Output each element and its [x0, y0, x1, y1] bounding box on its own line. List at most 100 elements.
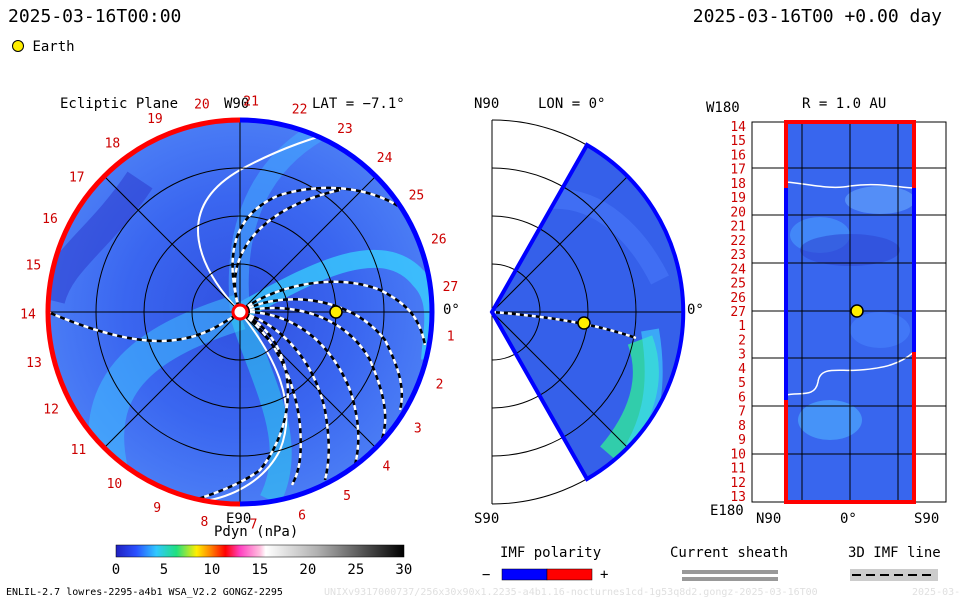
carrington-label: 5	[343, 489, 351, 504]
ecliptic-bottom-label: E90	[226, 511, 252, 527]
carrington-label: 4	[382, 459, 390, 474]
earth-marker-icon	[12, 40, 24, 52]
meridional-lon-label: LON = 0°	[538, 96, 606, 112]
shell-row-label: 22	[730, 234, 746, 249]
shell-row-label: 27	[730, 305, 746, 320]
meridional-top-label: N90	[474, 96, 500, 112]
colorbar	[115, 544, 405, 558]
shell-row-label: 12	[730, 476, 746, 491]
carrington-label: 26	[431, 232, 447, 247]
shell-row-label: 3	[738, 348, 746, 363]
imf-negative-swatch	[501, 568, 548, 581]
meridional-earth-marker-icon	[577, 316, 591, 330]
earth-legend: Earth	[12, 39, 75, 55]
ecliptic-earth-marker-icon	[329, 305, 343, 319]
shell-row-label: 2	[738, 334, 746, 349]
ecliptic-rim-positive	[45, 117, 241, 507]
shell-row-label: 1	[738, 319, 746, 334]
ecliptic-title: Ecliptic Plane	[60, 96, 179, 112]
ecliptic-top-label: W90	[224, 96, 250, 112]
shell-row-label: 6	[738, 390, 746, 405]
shell-row-label: 15	[730, 134, 746, 149]
carrington-label: 2	[436, 377, 444, 392]
shell-row-label: 11	[730, 462, 746, 477]
shell-row-label: 20	[730, 205, 746, 220]
shell-row-label: 19	[730, 191, 746, 206]
imf-line-legend	[850, 569, 938, 581]
carrington-label: 23	[337, 122, 353, 137]
current-sheath-legend	[682, 570, 778, 581]
shell-row-label: 21	[730, 220, 746, 235]
ecliptic-right-label: 0°	[443, 302, 460, 318]
shell-radius-label: R = 1.0 AU	[802, 96, 887, 112]
shell-row-label: 18	[730, 177, 746, 192]
imf-polarity-title: IMF polarity	[500, 545, 602, 561]
model-info: ENLIL-2.7 lowres-2295-a4b1 WSA_V2.2 GONG…	[6, 587, 283, 598]
carrington-label: 24	[377, 151, 393, 166]
shell-row-label: 14	[730, 120, 746, 135]
carrington-label: 12	[43, 402, 59, 417]
carrington-label: 13	[26, 356, 42, 371]
imf-polarity-legend	[501, 568, 593, 581]
current-sheath-title: Current sheath	[670, 545, 789, 561]
ecliptic-lat-label: LAT = −7.1°	[312, 96, 405, 112]
carrington-label: 16	[42, 212, 58, 227]
shell-row-labels: 1415161718192021222324252627123456789101…	[730, 120, 746, 505]
colorbar-tick-label: 30	[395, 562, 413, 578]
carrington-label: 8	[200, 515, 208, 530]
shell-row-label: 10	[730, 447, 746, 462]
shell-row-label: 13	[730, 490, 746, 505]
colorbar-tick-label: 0	[111, 562, 121, 578]
shell-axis-left: N90	[756, 511, 782, 527]
colorbar-tick-label: 20	[299, 562, 317, 578]
carrington-label: 25	[409, 188, 425, 203]
shell-earth-marker-icon	[850, 304, 864, 318]
shell-axis-mid: 0°	[840, 511, 857, 527]
run-info: UNIXv9317000737/256x30x90x1.2235-a4b1.16…	[324, 587, 818, 598]
carrington-label: 14	[20, 307, 36, 322]
imf-minus-label: −	[482, 567, 491, 583]
carrington-label: 3	[414, 422, 422, 437]
shell-row-label: 17	[730, 163, 746, 178]
carrington-label: 20	[194, 97, 210, 112]
shell-top-left-label: W180	[706, 100, 740, 116]
carrington-label: 19	[147, 112, 163, 127]
shell-row-label: 8	[738, 419, 746, 434]
run-date-stub: 2025-03-17	[912, 587, 960, 598]
carrington-label: 21	[243, 94, 259, 109]
imf-plus-label: +	[600, 567, 609, 583]
carrington-label: 15	[26, 258, 42, 273]
shell-row-label: 16	[730, 149, 746, 164]
shell-row-label: 25	[730, 277, 746, 292]
carrington-label: 7	[250, 518, 258, 533]
colorbar-tick-label: 10	[203, 562, 221, 578]
carrington-label: 27	[443, 280, 459, 295]
meridional-bottom-label: S90	[474, 511, 500, 527]
shell-row-label: 4	[738, 362, 746, 377]
shell-row-label: 7	[738, 405, 746, 420]
right-datetime: 2025-03-16T00 +0.00 day	[692, 6, 942, 27]
meridional-right-label: 0°	[687, 302, 704, 318]
carrington-label: 1	[447, 329, 455, 344]
shell-row-label: 9	[738, 433, 746, 448]
shell-row-label: 23	[730, 248, 746, 263]
shell-row-label: 26	[730, 291, 746, 306]
imf-line-title: 3D IMF line	[848, 545, 941, 561]
imf-positive-swatch	[546, 568, 593, 581]
sun-marker-icon	[231, 303, 249, 321]
shell-bottom-left-label: E180	[710, 503, 744, 519]
shell-plot: 1415161718192021222324252627123456789101…	[730, 120, 947, 505]
shell-row-label: 5	[738, 376, 746, 391]
left-datetime: 2025-03-16T00:00	[8, 6, 182, 27]
carrington-label: 22	[292, 103, 308, 118]
carrington-label: 18	[105, 137, 121, 152]
ecliptic-rim-negative	[239, 117, 435, 507]
colorbar-tick-label: 15	[251, 562, 269, 578]
colorbar-tick-label: 5	[159, 562, 169, 578]
earth-legend-label: Earth	[32, 39, 75, 55]
carrington-label: 10	[107, 477, 123, 492]
shell-axis-right: S90	[914, 511, 940, 527]
